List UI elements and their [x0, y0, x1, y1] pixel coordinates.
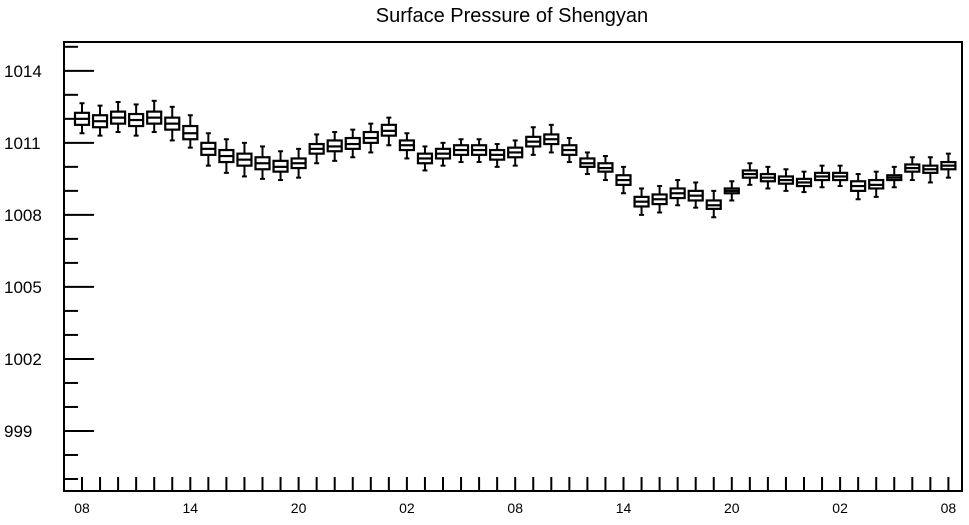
box-23 — [489, 143, 506, 168]
y-axis: 999 1002 1005 1008 1011 1014 — [4, 45, 94, 480]
box-39 — [777, 168, 795, 192]
x-tick-label: 02 — [832, 500, 848, 516]
y-tick-label: 999 — [4, 422, 32, 441]
box-48 — [940, 152, 957, 179]
box-12 — [290, 147, 307, 179]
box-37 — [741, 162, 758, 186]
x-tick-label: 02 — [399, 500, 415, 516]
box-6 — [182, 114, 199, 149]
box-21 — [452, 138, 470, 164]
box-2 — [109, 101, 127, 134]
plot-border — [63, 41, 963, 492]
box-22 — [471, 138, 488, 164]
y-tick-label: 1005 — [4, 278, 42, 297]
x-tick-label: 20 — [724, 500, 740, 516]
box-40 — [795, 170, 813, 194]
x-tick-label: 08 — [941, 500, 957, 516]
box-29 — [597, 155, 614, 182]
x-tick-label: 14 — [616, 500, 632, 516]
box-42 — [831, 164, 849, 188]
box-24 — [507, 139, 524, 167]
box-17 — [380, 116, 397, 147]
box-45 — [886, 165, 903, 189]
x-tick-label: 08 — [507, 500, 523, 516]
box-34 — [687, 181, 704, 209]
box-4 — [146, 99, 163, 134]
box-36 — [723, 180, 740, 202]
box-3 — [128, 103, 145, 137]
y-tick-label: 1011 — [4, 134, 41, 153]
box-18 — [398, 132, 415, 160]
box-33 — [669, 179, 686, 207]
box-11 — [272, 150, 289, 182]
box-0 — [73, 102, 91, 135]
box-8 — [218, 138, 235, 174]
box-47 — [922, 156, 939, 184]
box-15 — [344, 128, 361, 159]
box-43 — [850, 173, 867, 201]
x-tick-label: 20 — [291, 500, 307, 516]
box-5 — [164, 105, 181, 142]
box-25 — [525, 126, 542, 156]
x-axis: 08 14 20 02 08 14 20 02 08 — [74, 477, 956, 516]
box-1 — [91, 104, 109, 137]
box-13 — [308, 133, 325, 165]
box-20 — [434, 141, 452, 167]
box-41 — [813, 164, 831, 189]
chart-title: Surface Pressure of Shengyan — [376, 5, 648, 27]
box-31 — [633, 187, 650, 216]
box-19 — [416, 145, 434, 172]
y-tick-label: 1002 — [4, 350, 42, 369]
box-38 — [759, 165, 777, 190]
box-14 — [326, 131, 343, 162]
box-7 — [200, 132, 217, 167]
box-44 — [868, 170, 885, 198]
box-26 — [543, 123, 560, 154]
box-32 — [651, 185, 668, 214]
box-35 — [705, 189, 722, 219]
box-28 — [579, 151, 596, 176]
box-series — [73, 99, 957, 219]
box-10 — [254, 145, 271, 180]
box-9 — [236, 141, 253, 178]
y-tick-label: 1008 — [4, 206, 42, 225]
x-tick-label: 08 — [74, 500, 90, 516]
x-tick-label: 14 — [183, 500, 199, 516]
plot-frame — [63, 41, 963, 492]
box-30 — [615, 165, 632, 195]
box-27 — [561, 137, 578, 164]
box-16 — [362, 122, 379, 154]
box-46 — [904, 156, 921, 182]
y-tick-label: 1014 — [4, 62, 42, 81]
